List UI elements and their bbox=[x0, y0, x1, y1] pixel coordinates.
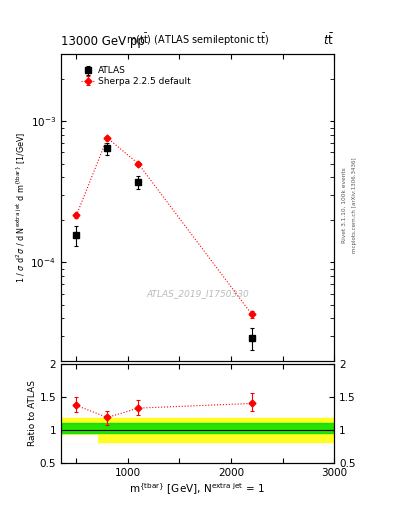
Text: t$\bar{\rm t}$: t$\bar{\rm t}$ bbox=[323, 32, 334, 48]
Text: ATLAS_2019_I1750330: ATLAS_2019_I1750330 bbox=[146, 289, 249, 298]
Text: mcplots.cern.ch [arXiv:1306.3436]: mcplots.cern.ch [arXiv:1306.3436] bbox=[352, 157, 357, 252]
Bar bbox=[61, 435, 97, 442]
Bar bbox=[61, 423, 334, 433]
Text: 13000 GeV pp: 13000 GeV pp bbox=[61, 35, 145, 48]
Text: Rivet 3.1.10, 100k events: Rivet 3.1.10, 100k events bbox=[342, 167, 347, 243]
Text: m(t$\bar{\rm t}$) (ATLAS semileptonic t$\bar{\rm t}$): m(t$\bar{\rm t}$) (ATLAS semileptonic t$… bbox=[126, 32, 269, 48]
X-axis label: m$^{\rm\{tbar\}}$ [GeV], N$^{\rm extra\ jet}$ = 1: m$^{\rm\{tbar\}}$ [GeV], N$^{\rm extra\ … bbox=[129, 481, 266, 497]
Y-axis label: 1 / $\sigma$ d$^{2}\sigma$ / d N$^{\rm extra\ jet}$ d m$^{\rm\{tbar\}}$ [1/GeV]: 1 / $\sigma$ d$^{2}\sigma$ / d N$^{\rm e… bbox=[15, 132, 28, 283]
Bar bbox=[61, 418, 334, 442]
Legend: ATLAS, Sherpa 2.2.5 default: ATLAS, Sherpa 2.2.5 default bbox=[79, 65, 193, 88]
Y-axis label: Ratio to ATLAS: Ratio to ATLAS bbox=[28, 380, 37, 446]
